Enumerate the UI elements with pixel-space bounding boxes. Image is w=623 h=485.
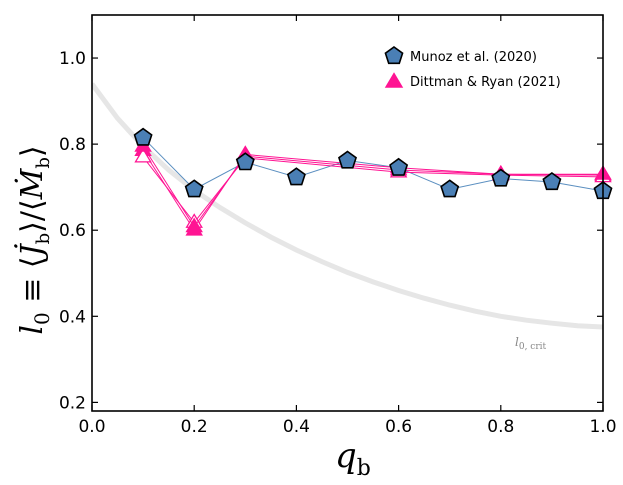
munoz-point-7 xyxy=(491,168,511,187)
munoz-point-0 xyxy=(133,127,153,146)
x-tick-label-2: 0.4 xyxy=(283,417,310,437)
plot-frame xyxy=(91,14,604,412)
legend: Munoz et al. (2020) Dittman & Ryan (2021… xyxy=(384,46,561,90)
legend-munoz-marker xyxy=(384,46,404,65)
munoz-point-6 xyxy=(440,179,460,198)
legend-munoz-label: Munoz et al. (2020) xyxy=(410,50,537,65)
dittman-point-2-1 xyxy=(185,217,203,233)
svg-text:l0, crit: l0, crit xyxy=(515,335,547,352)
y-tick-label-2: 0.6 xyxy=(59,221,86,241)
legend-dittman-label: Dittman & Ryan (2021) xyxy=(410,75,561,90)
x-tick-label-3: 0.6 xyxy=(385,417,412,437)
svg-text:l0 ≡ ⟨J̇b⟩/⟨Ṁb⟩: l0 ≡ ⟨J̇b⟩/⟨Ṁb⟩ xyxy=(14,145,54,334)
x-tick-label-1: 0.2 xyxy=(181,417,208,437)
critical-curve xyxy=(92,82,603,330)
x-tick-label-5: 1.0 xyxy=(589,417,616,437)
munoz-point-5 xyxy=(389,157,409,176)
dittman-run-2-line xyxy=(142,146,603,228)
critical-curve-label: l0, crit xyxy=(515,335,547,352)
y-tick-label-1: 0.4 xyxy=(59,307,86,327)
munoz-point-8 xyxy=(542,172,562,191)
x-tick-label-4: 0.8 xyxy=(487,417,514,437)
munoz-point-3 xyxy=(286,167,306,186)
y-tick-label-0: 0.2 xyxy=(59,393,86,413)
munoz-point-1 xyxy=(184,179,204,198)
y-axis-label: l0 ≡ ⟨J̇b⟩/⟨Ṁb⟩ xyxy=(14,145,54,334)
dittman-run-1-line xyxy=(142,156,604,224)
dittman-run-0-line xyxy=(142,150,604,232)
svg-text:qb: qb xyxy=(335,436,371,481)
x-axis-label: qb xyxy=(335,436,371,481)
legend-dittman-marker xyxy=(384,72,404,88)
legend-triangle-icon xyxy=(384,72,404,88)
legend-pentagon-icon xyxy=(384,46,404,65)
y-tick-label-3: 0.8 xyxy=(59,135,86,155)
munoz-point-4 xyxy=(337,150,358,169)
x-tick-label-0: 0.0 xyxy=(78,417,105,437)
munoz-point-2 xyxy=(235,152,255,171)
y-tick-label-4: 1.0 xyxy=(59,49,86,69)
dittman-point-1-0 xyxy=(134,147,152,163)
munoz-series-line xyxy=(142,137,604,192)
